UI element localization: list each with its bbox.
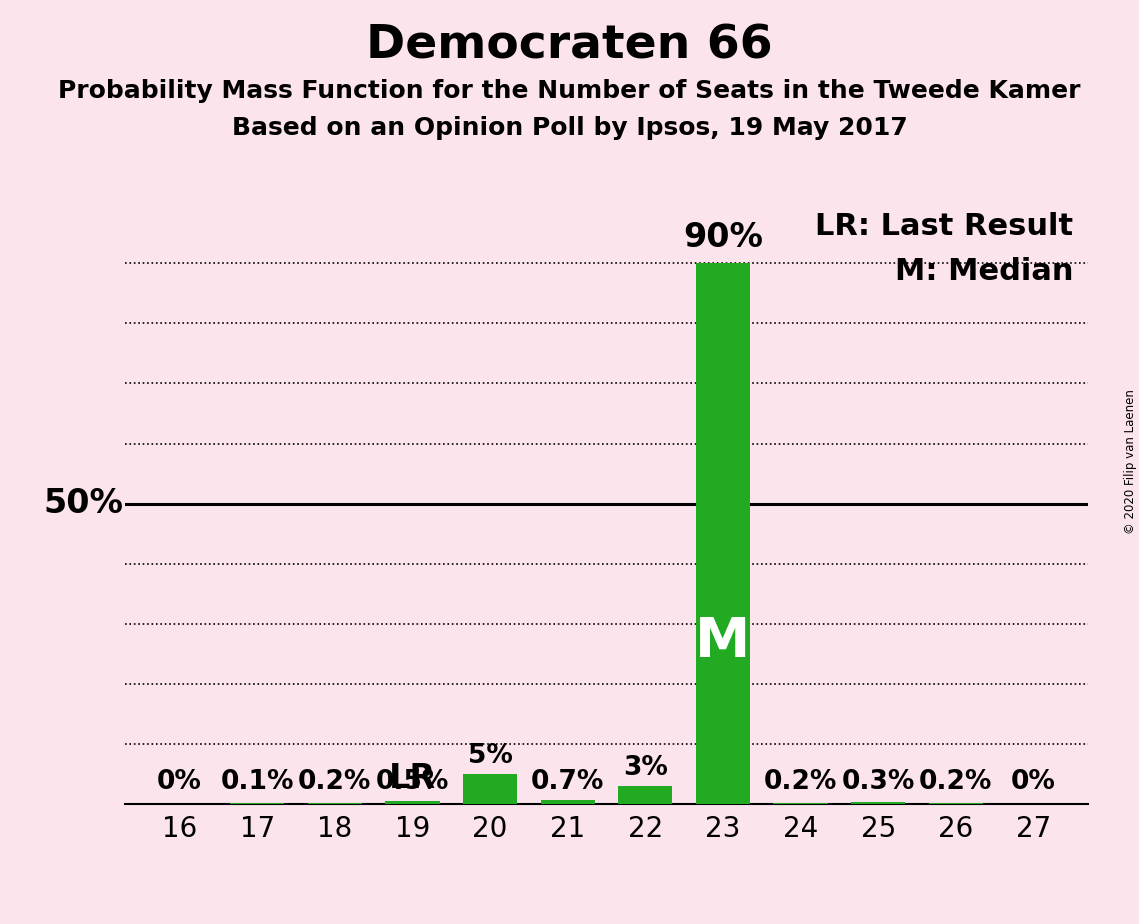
Text: M: Median: M: Median [895, 257, 1073, 286]
Bar [462, 774, 517, 804]
Text: 90%: 90% [683, 222, 763, 254]
Text: Based on an Opinion Poll by Ipsos, 19 May 2017: Based on an Opinion Poll by Ipsos, 19 Ma… [231, 116, 908, 140]
Text: 0.2%: 0.2% [764, 769, 837, 795]
Bar [851, 802, 906, 804]
Text: 0.5%: 0.5% [376, 769, 449, 795]
Bar [696, 263, 751, 804]
Text: 0%: 0% [1011, 769, 1056, 795]
Text: 0.2%: 0.2% [919, 769, 992, 795]
Text: 0.3%: 0.3% [842, 769, 915, 795]
Text: LR: LR [388, 762, 436, 795]
Text: 0.7%: 0.7% [531, 769, 605, 795]
Text: 50%: 50% [44, 487, 124, 520]
Text: 0%: 0% [157, 769, 202, 795]
Text: Probability Mass Function for the Number of Seats in the Tweede Kamer: Probability Mass Function for the Number… [58, 79, 1081, 103]
Text: Democraten 66: Democraten 66 [366, 23, 773, 68]
Bar [385, 801, 440, 804]
Bar [308, 803, 362, 804]
Text: © 2020 Filip van Laenen: © 2020 Filip van Laenen [1124, 390, 1137, 534]
Bar [541, 799, 595, 804]
Text: 3%: 3% [623, 755, 667, 781]
Bar [928, 803, 983, 804]
Text: M: M [695, 614, 751, 669]
Text: LR: Last Result: LR: Last Result [816, 213, 1073, 241]
Bar [618, 785, 672, 804]
Text: 0.1%: 0.1% [221, 769, 294, 795]
Text: 0.2%: 0.2% [298, 769, 371, 795]
Bar [773, 803, 828, 804]
Text: 5%: 5% [468, 743, 513, 769]
